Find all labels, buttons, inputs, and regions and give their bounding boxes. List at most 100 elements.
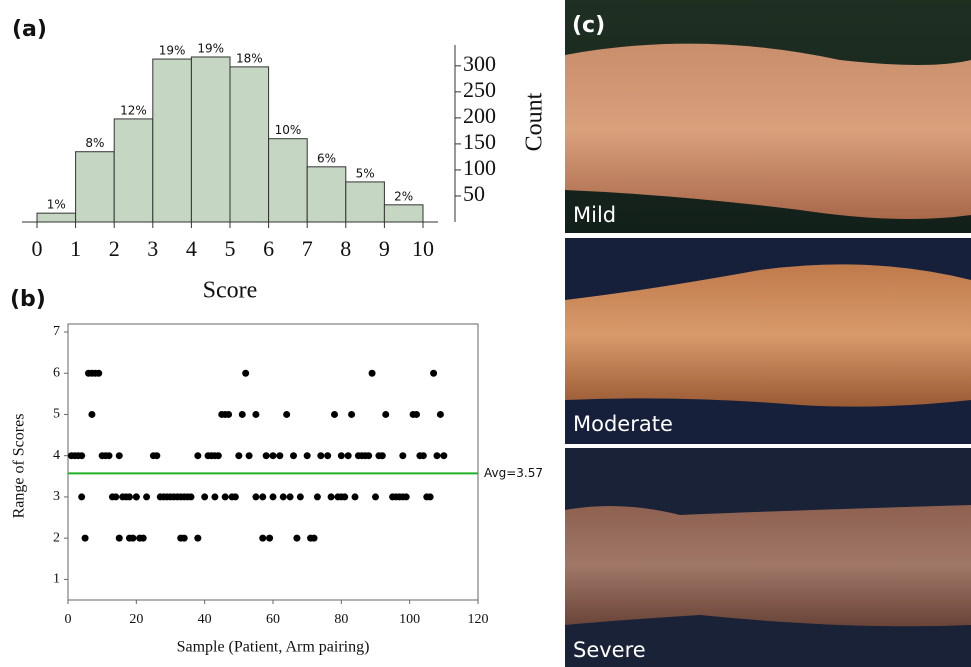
point (115, 534, 123, 542)
point (112, 493, 120, 501)
photo-panels: (c) Mild Moderate Severe (565, 0, 971, 667)
photo-caption: Mild (573, 203, 616, 227)
x-tick-label: 2 (109, 236, 120, 261)
bar (345, 181, 385, 223)
x-tick-label: 6 (263, 236, 274, 261)
bar (306, 166, 347, 223)
point (194, 534, 202, 542)
point (430, 369, 438, 377)
point (88, 410, 96, 418)
bar (229, 66, 270, 223)
bar (190, 56, 231, 223)
point (245, 452, 253, 460)
point (252, 410, 260, 418)
bar (36, 212, 77, 223)
panel-label: (a) (12, 17, 47, 42)
point (402, 493, 410, 501)
point (269, 493, 277, 501)
point (221, 493, 229, 501)
x-tick-label: 10 (412, 236, 434, 261)
point (259, 534, 267, 542)
bar-label: 12% (120, 103, 147, 117)
y-tick-label: 5 (53, 407, 60, 422)
separator (565, 233, 971, 238)
bar-label: 2% (394, 189, 413, 203)
point (426, 493, 434, 501)
y-tick-label: 1 (53, 572, 60, 587)
point (132, 493, 140, 501)
point (180, 534, 188, 542)
y-tick-label: 300 (463, 51, 496, 76)
point (436, 410, 444, 418)
point (351, 493, 359, 501)
point (252, 493, 260, 501)
point (153, 452, 161, 460)
point (115, 452, 123, 460)
bar-label: 5% (356, 166, 375, 180)
x-tick-label: 0 (65, 612, 72, 627)
point (344, 452, 352, 460)
point (126, 493, 133, 501)
x-axis-title: Sample (Patient, Arm pairing) (177, 639, 370, 656)
point (296, 493, 304, 501)
y-tick-label: 250 (463, 77, 496, 102)
bar (152, 58, 192, 223)
arm (565, 43, 971, 219)
point (279, 493, 287, 501)
bar-label: 19% (159, 44, 186, 58)
point (95, 369, 103, 377)
point (225, 410, 233, 418)
point (378, 452, 386, 460)
y-tick-label: 6 (53, 365, 60, 380)
point (440, 452, 448, 460)
point (187, 493, 195, 501)
point (143, 493, 151, 501)
x-tick-label: 9 (379, 236, 390, 261)
x-tick-label: 7 (302, 236, 313, 261)
point (231, 493, 239, 501)
bar-label: 8% (85, 136, 104, 150)
point (262, 452, 270, 460)
point (78, 452, 86, 460)
average-label: Avg=3.57 (484, 466, 543, 480)
plot-frame (67, 323, 479, 601)
arm (565, 505, 971, 627)
point (139, 534, 147, 542)
point (105, 452, 113, 460)
y-axis-title: Range of Scores (11, 414, 28, 519)
point (81, 534, 89, 542)
y-tick-label: 4 (53, 448, 60, 463)
panel-label: (b) (10, 287, 46, 312)
y-axis-title: Count (522, 92, 548, 151)
bar (383, 204, 424, 223)
bar (113, 118, 154, 223)
y-tick-label: 150 (463, 129, 496, 154)
point (129, 534, 137, 542)
point (303, 452, 311, 460)
x-tick-label: 5 (225, 236, 236, 261)
y-tick-label: 2 (53, 530, 60, 545)
photo-caption: Moderate (573, 412, 673, 436)
photo-caption: Severe (573, 638, 646, 662)
x-tick-label: 0 (32, 236, 43, 261)
bar-label: 10% (275, 123, 302, 137)
x-tick-label: 8 (340, 236, 351, 261)
point (433, 452, 441, 460)
x-tick-label: 40 (198, 612, 212, 627)
x-tick-label: 20 (129, 612, 143, 627)
point (348, 410, 356, 418)
point (327, 493, 335, 501)
point (286, 493, 294, 501)
point (368, 369, 376, 377)
x-tick-label: 60 (266, 612, 280, 627)
point (194, 452, 202, 460)
x-tick-label: 4 (186, 236, 197, 261)
point (283, 410, 291, 418)
separator (565, 444, 971, 448)
point (269, 452, 277, 460)
point (78, 493, 86, 501)
point (242, 369, 250, 377)
point (331, 410, 338, 418)
bar-label: 6% (317, 151, 336, 165)
